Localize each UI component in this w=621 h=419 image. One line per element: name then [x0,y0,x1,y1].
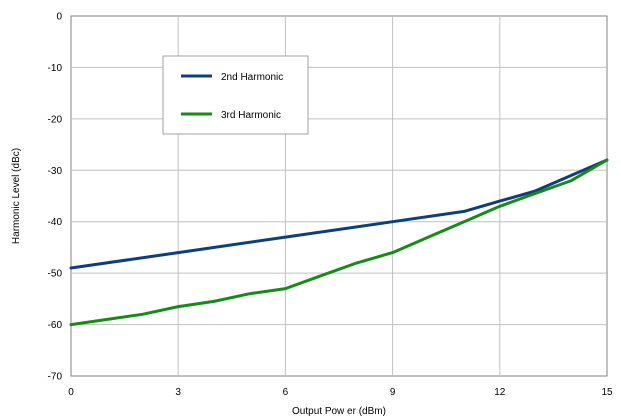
legend-label-2nd: 2nd Harmonic [221,72,283,83]
y-tick-label: -60 [48,320,63,331]
y-tick-label: -70 [48,372,63,383]
y-tick-label: 0 [56,12,62,23]
legend-label-3rd: 3rd Harmonic [221,110,281,121]
legend: 2nd Harmonic 3rd Harmonic [162,55,309,135]
series-line-2nd-harmonic [69,158,609,270]
series-line-3rd-harmonic [69,158,609,327]
series-lines [69,158,609,327]
legend-box [162,55,309,135]
y-tick-labels: 0 -10 -20 -30 -40 -50 -60 -70 [48,12,63,383]
x-tick-labels: 0 3 6 9 12 15 [68,387,613,398]
x-tick-label: 12 [494,387,506,398]
x-axis-label: Output Pow er (dBm) [292,406,386,417]
y-tick-label: -50 [48,269,63,280]
y-tick-label: -40 [48,217,63,228]
y-tick-label: -30 [48,166,63,177]
x-tick-label: 6 [283,387,289,398]
y-axis-label: Harmonic Level (dBc) [11,148,22,244]
y-tick-label: -10 [48,63,63,74]
x-tick-label: 0 [68,387,74,398]
x-tick-label: 3 [175,387,181,398]
y-tick-label: -20 [48,114,63,125]
x-tick-label: 15 [601,387,613,398]
x-tick-label: 9 [390,387,396,398]
